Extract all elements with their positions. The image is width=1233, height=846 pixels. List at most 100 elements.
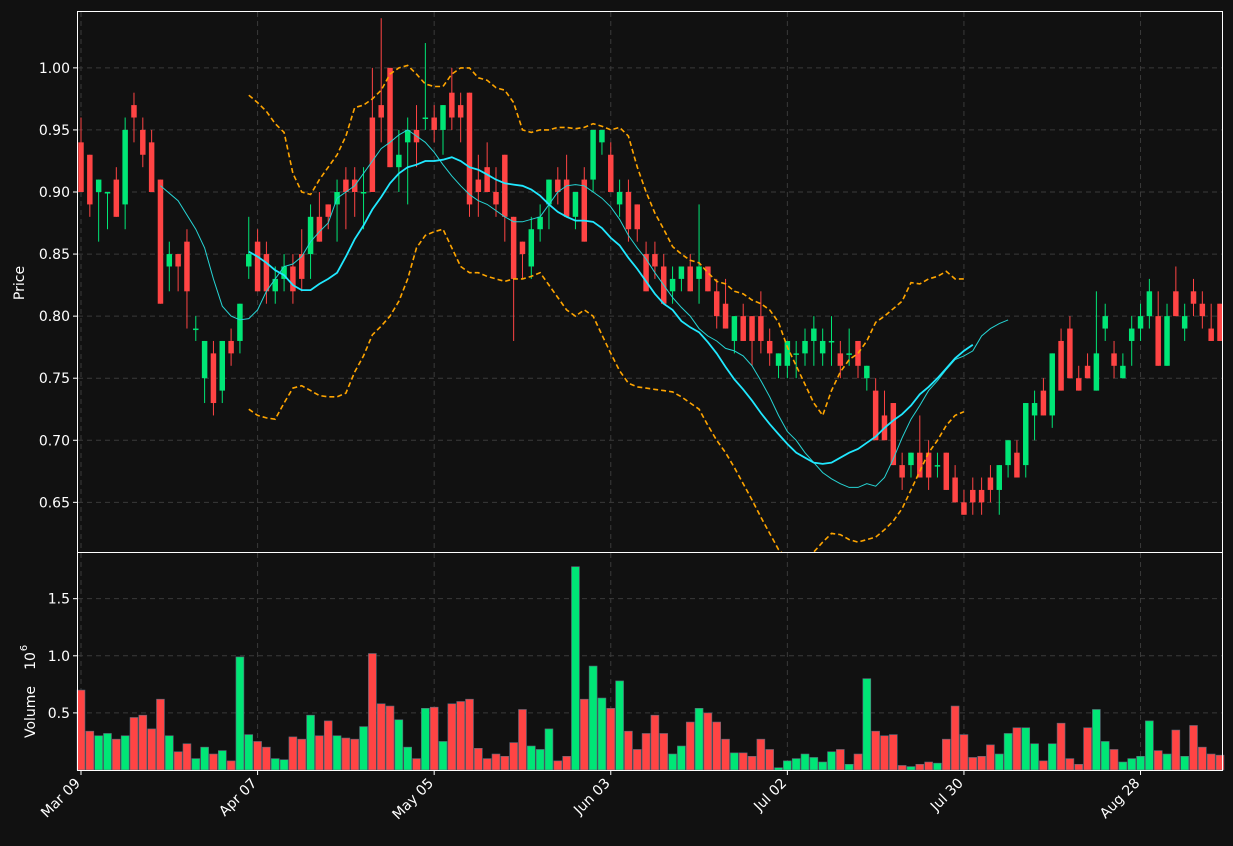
- candle-body: [793, 353, 799, 355]
- volume-bar: [580, 698, 589, 771]
- price-tick-label: 0.90: [39, 185, 70, 201]
- volume-bar: [112, 738, 121, 771]
- candle-body: [387, 67, 393, 168]
- candle-body: [1005, 440, 1011, 466]
- candle-body: [749, 316, 755, 341]
- volume-bar: [906, 766, 916, 771]
- volume-bar: [1083, 727, 1092, 771]
- volume-bar: [677, 745, 686, 771]
- candle-body: [140, 129, 146, 155]
- volume-bar: [332, 735, 342, 771]
- candle-body: [528, 229, 535, 267]
- candle-body: [1164, 316, 1170, 366]
- candle-body: [625, 192, 632, 230]
- volume-bar: [1056, 722, 1066, 771]
- volume-bar: [871, 730, 880, 771]
- sma-long-line: [248, 156, 974, 465]
- candle-body: [404, 129, 411, 143]
- volume-bar: [270, 758, 280, 771]
- volume-bar: [977, 755, 986, 771]
- candle-body: [890, 403, 897, 466]
- volume-bar: [791, 758, 801, 771]
- candle-body: [705, 266, 711, 292]
- candle-body: [396, 154, 402, 168]
- candle-body: [996, 465, 1003, 490]
- volume-bar: [712, 721, 721, 771]
- candle-body: [758, 316, 764, 341]
- volume-bar: [1092, 709, 1101, 771]
- candle-body: [246, 254, 252, 267]
- candle-body: [563, 179, 570, 217]
- candle-body: [272, 278, 278, 292]
- volume-bar: [730, 752, 739, 771]
- volume-bar: [783, 760, 792, 771]
- volume-bar: [624, 730, 633, 771]
- volume-bar: [341, 737, 351, 771]
- candle-body: [537, 216, 543, 230]
- volume-bar: [880, 735, 889, 771]
- volume-axis-exponent-base: 10: [23, 652, 39, 670]
- volume-bar: [747, 755, 757, 771]
- candle-body: [1190, 291, 1197, 304]
- candle-body: [175, 254, 181, 267]
- candle-body: [95, 179, 102, 192]
- volume-bar: [924, 761, 933, 771]
- volume-bar: [897, 765, 907, 771]
- candle-body: [1199, 303, 1206, 317]
- volume-bar: [889, 734, 898, 771]
- candle-body: [872, 390, 879, 441]
- volume-bar: [191, 758, 201, 771]
- volume-bar: [429, 706, 439, 771]
- volume-y-axis: 0.5 1.0 1.5: [48, 592, 78, 722]
- candle-body: [263, 254, 270, 292]
- x-tick-label: Aug 28: [1097, 776, 1143, 822]
- volume-bar: [421, 708, 430, 771]
- candle-body: [298, 254, 305, 279]
- candle-body: [987, 477, 994, 490]
- candle-body: [378, 105, 384, 118]
- volume-bar: [641, 733, 651, 771]
- volume-bar: [474, 747, 483, 771]
- candle-body: [581, 179, 588, 242]
- volume-bar: [765, 749, 774, 771]
- volume-bar: [703, 712, 713, 771]
- price-tick-label: 0.80: [39, 309, 70, 325]
- candle-body: [634, 204, 640, 230]
- candle-body: [316, 216, 323, 242]
- price-tick-label: 0.85: [39, 247, 70, 263]
- candle-body: [475, 179, 482, 192]
- candle-body: [449, 92, 455, 118]
- volume-bar: [1189, 725, 1198, 771]
- candle-body: [1014, 452, 1020, 478]
- candle-body: [616, 192, 623, 205]
- volume-bar: [217, 750, 227, 771]
- overlays-layer: [160, 64, 1009, 552]
- candle-body: [864, 365, 870, 379]
- volume-bar: [659, 733, 669, 771]
- candle-body: [1084, 365, 1091, 379]
- volume-bar: [853, 753, 863, 771]
- price-tick-label: 0.65: [39, 495, 70, 511]
- volume-bar: [1100, 741, 1110, 771]
- candle-body: [1128, 328, 1135, 341]
- volume-bar: [288, 736, 298, 771]
- volume-bar: [279, 759, 289, 771]
- candle-body: [590, 129, 596, 180]
- candle-body: [740, 316, 746, 341]
- volume-bar: [668, 753, 677, 771]
- volume-bar: [385, 705, 395, 771]
- volume-bar: [85, 730, 95, 771]
- volume-bar: [942, 738, 951, 771]
- candle-body: [307, 216, 314, 255]
- candle-body: [643, 254, 649, 292]
- candle-body: [201, 340, 208, 379]
- candle-body: [608, 154, 614, 192]
- volume-axis-exponent-power: 6: [19, 645, 30, 651]
- candle-body: [148, 142, 155, 192]
- volume-bar: [359, 726, 368, 771]
- candle-body: [1058, 340, 1064, 391]
- volume-bar: [209, 753, 218, 771]
- volume-bar: [315, 735, 324, 771]
- volume-bar: [147, 728, 156, 771]
